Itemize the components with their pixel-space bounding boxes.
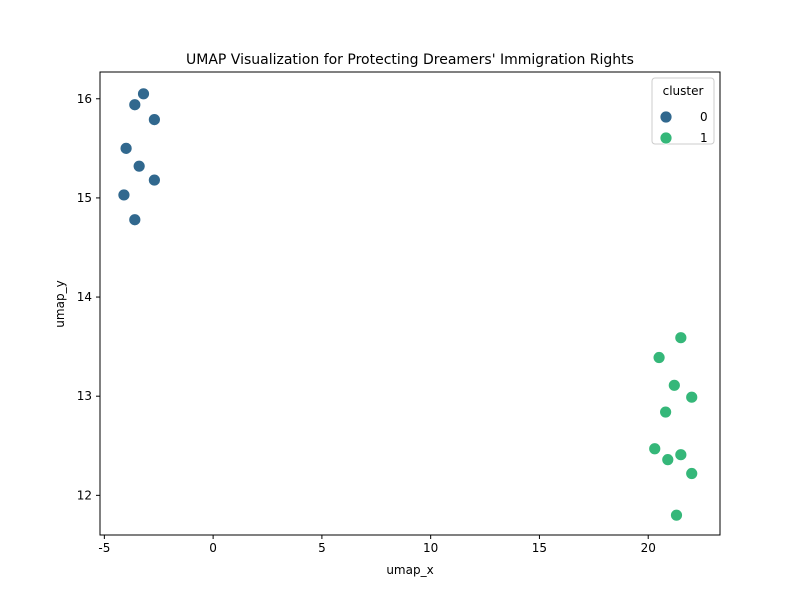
y-tick-label: 15 [77, 191, 92, 205]
y-tick-label: 16 [77, 92, 92, 106]
x-tick-label: 0 [209, 541, 217, 555]
data-point-cluster-0 [147, 173, 161, 187]
y-axis-label: umap_y [53, 280, 67, 327]
x-tick-label: -5 [98, 541, 110, 555]
data-point-cluster-1 [661, 453, 675, 467]
axes-frame [99, 71, 721, 536]
data-point-cluster-0 [147, 113, 161, 126]
x-tick-label: 5 [318, 541, 326, 555]
legend-box [651, 77, 715, 145]
legend-title: cluster [663, 84, 704, 98]
data-point-cluster-1 [659, 405, 673, 419]
y-tick-label: 13 [77, 389, 92, 403]
data-point-cluster-1 [685, 390, 699, 404]
legend-label-cluster-0: 0 [700, 110, 708, 124]
x-axis-label: umap_x [386, 563, 433, 577]
legend-marker-cluster-0 [659, 110, 673, 124]
legend-label-cluster-1: 1 [700, 131, 708, 145]
data-point-cluster-1 [674, 448, 688, 462]
data-point-cluster-0 [132, 159, 146, 173]
data-point-cluster-1 [667, 378, 681, 392]
chart-title: UMAP Visualization for Protecting Dreame… [186, 52, 634, 68]
data-point-cluster-0 [128, 213, 142, 227]
x-tick-label: 20 [641, 541, 656, 555]
data-point-cluster-1 [670, 508, 683, 522]
x-tick-label: 10 [423, 541, 438, 555]
data-point-cluster-1 [685, 467, 699, 480]
plot-area: -5 0 5 10 15 20 12 13 14 15 16 cluster 0 1 [77, 71, 721, 555]
data-point-cluster-0 [119, 141, 133, 155]
y-tick-label: 12 [77, 488, 92, 502]
data-point-cluster-0 [128, 98, 142, 112]
data-point-cluster-1 [648, 442, 662, 456]
data-point-cluster-1 [674, 331, 688, 345]
data-point-cluster-0 [117, 188, 131, 202]
y-tick-label: 14 [77, 290, 92, 304]
x-tick-label: 15 [532, 541, 547, 555]
legend-marker-cluster-1 [659, 131, 673, 145]
data-point-cluster-0 [137, 87, 150, 101]
data-point-cluster-1 [652, 351, 666, 364]
